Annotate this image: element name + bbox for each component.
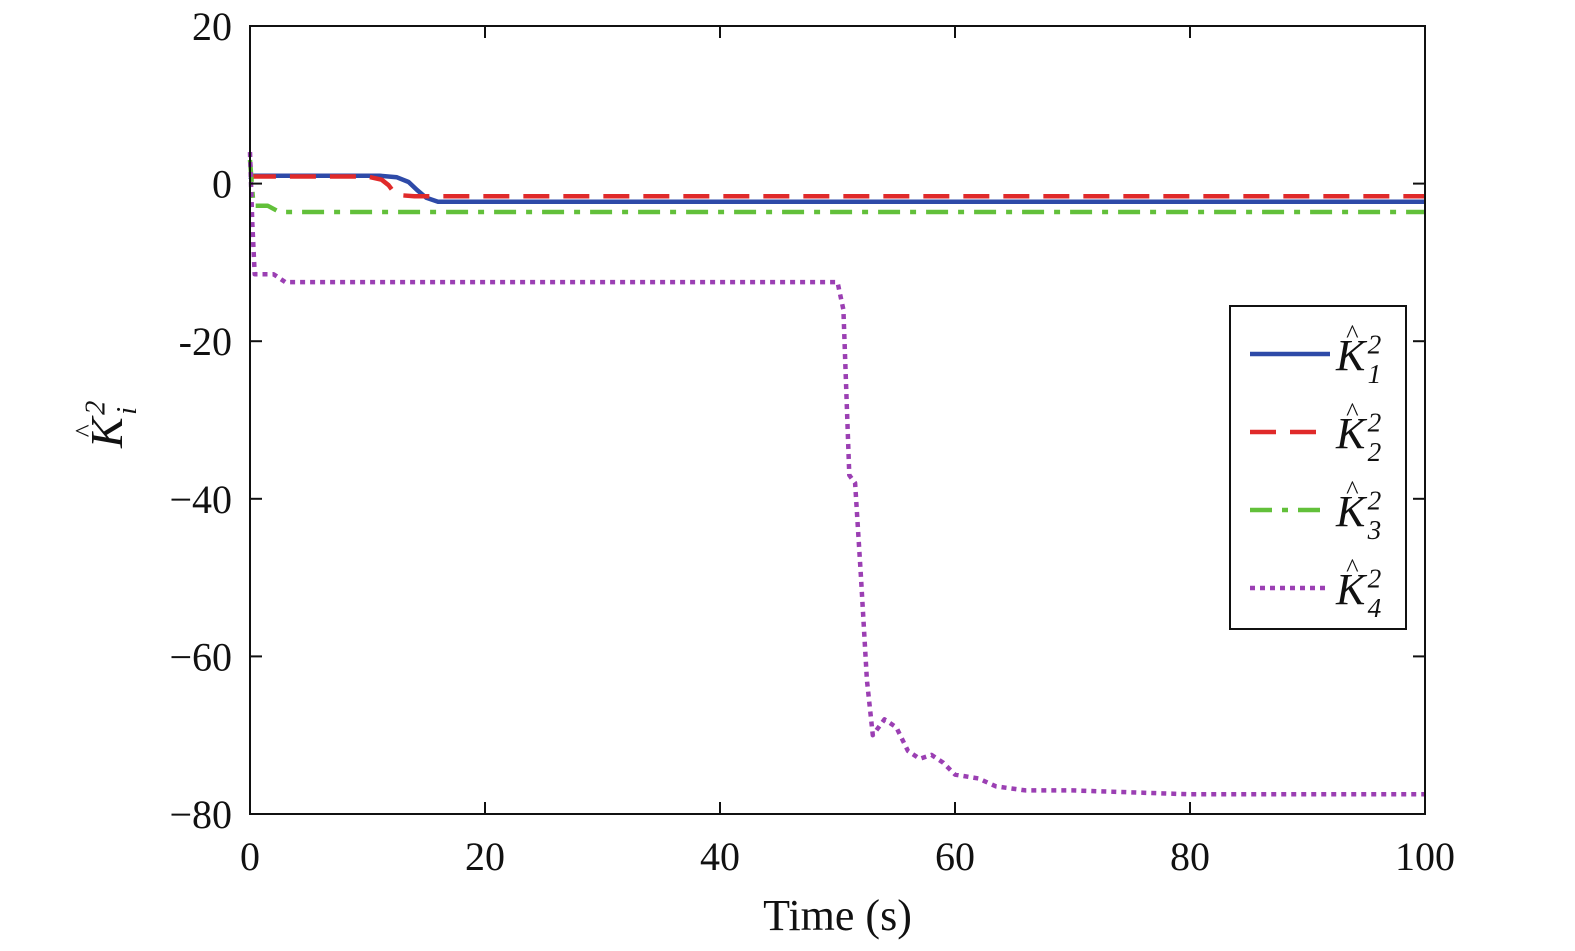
y-tick-label: -20 xyxy=(179,319,232,364)
math-base: K xyxy=(1335,409,1368,458)
y-tick-label: −60 xyxy=(169,634,232,679)
x-tick-label: 0 xyxy=(240,834,260,879)
math-sub: 1 xyxy=(1368,359,1382,389)
y-tick-label: 20 xyxy=(192,4,232,49)
math-label: K^ 21 xyxy=(1335,319,1382,389)
series-line-3 xyxy=(247,159,1425,215)
x-tick-label: 60 xyxy=(935,834,975,879)
math-sup: 2 xyxy=(1368,329,1382,359)
math-sup: 2 xyxy=(81,401,112,415)
math-sub: 4 xyxy=(1368,593,1382,623)
ticks-layer: 0 20 40 60 80 100 20 0 -20 −40 −60 −80 xyxy=(169,4,1455,879)
math-base: K xyxy=(1335,487,1368,536)
math-label: K^ 22 xyxy=(1335,397,1382,467)
math-sup: 2 xyxy=(1368,563,1382,593)
series-layer xyxy=(247,152,1425,797)
x-tick-label: 40 xyxy=(700,834,740,879)
x-axis-title: Time (s) xyxy=(763,891,912,940)
math-base: K xyxy=(1335,331,1368,380)
plot-frame xyxy=(249,25,1426,815)
math-hat: ^ xyxy=(68,424,99,438)
math-sup: 2 xyxy=(1368,485,1382,515)
math-label: K^ 23 xyxy=(1335,475,1382,545)
math-hat: ^ xyxy=(1346,319,1359,349)
math-hat: ^ xyxy=(1346,397,1359,427)
legend: K^ 21K^ 22K^ 23K^ 24 xyxy=(1229,305,1407,630)
math-base: K xyxy=(1335,565,1368,614)
y-tick-label: −80 xyxy=(169,792,232,837)
math-hat: ^ xyxy=(1346,553,1359,583)
math-label: K^ 2 i xyxy=(68,401,142,449)
y-tick-label: −40 xyxy=(169,477,232,522)
math-sup: 2 xyxy=(1368,407,1382,437)
x-tick-label: 80 xyxy=(1170,834,1210,879)
math-sub: 2 xyxy=(1368,437,1382,467)
x-tick-label: 20 xyxy=(465,834,505,879)
math-label: K^ 24 xyxy=(1335,553,1382,623)
math-sub: 3 xyxy=(1367,515,1382,545)
math-sub: i xyxy=(112,407,143,415)
series-line-4 xyxy=(247,152,1425,797)
math-hat: ^ xyxy=(1346,475,1359,505)
math-base: K xyxy=(81,415,132,449)
legend-box xyxy=(1229,305,1407,630)
series-line-2 xyxy=(249,174,1425,199)
x-tick-label: 100 xyxy=(1395,834,1455,879)
y-tick-label: 0 xyxy=(212,162,232,207)
y-axis-title: K^ 2 i xyxy=(68,401,142,449)
